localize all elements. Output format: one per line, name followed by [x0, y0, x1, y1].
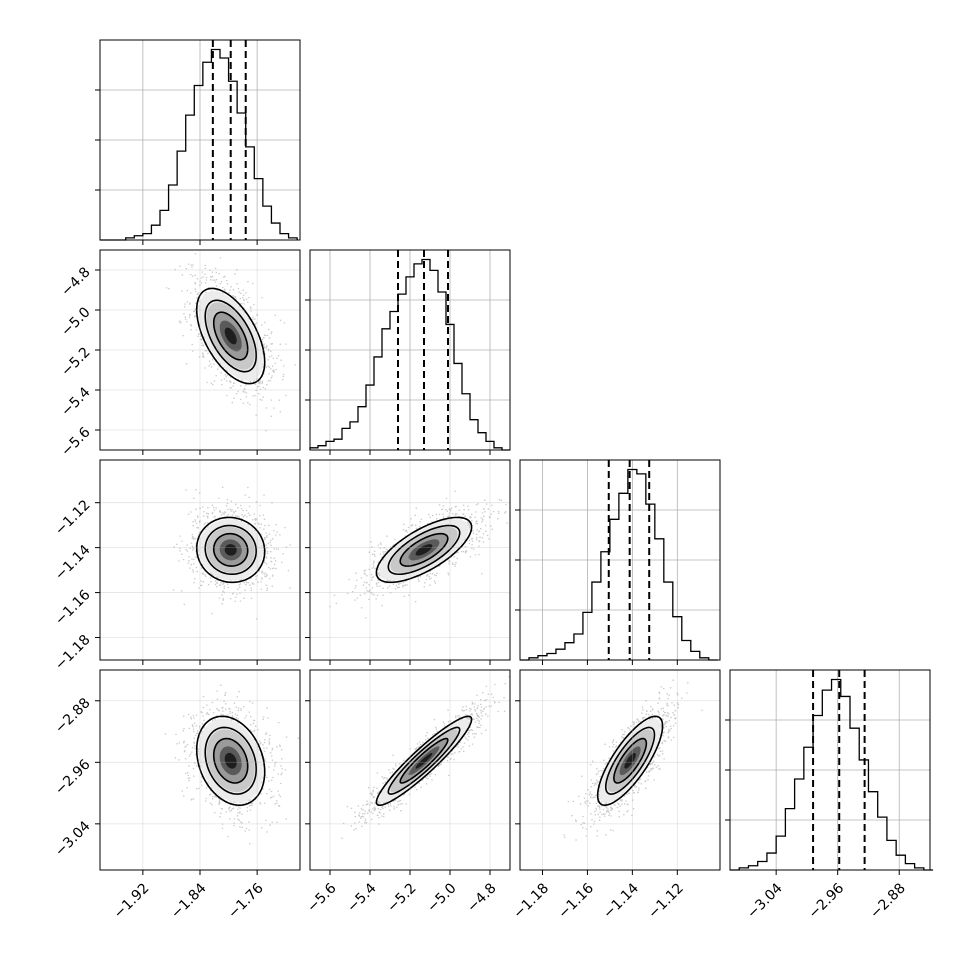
panel-content [310, 670, 510, 870]
panel-content [520, 670, 720, 870]
panel-frame [729, 669, 931, 871]
density-fill [415, 544, 433, 556]
joint-panel-0-2 [95, 459, 301, 665]
marginal-panel-0 [95, 39, 301, 245]
y-tick-label: −1.14 [52, 542, 94, 584]
y-tick-label: −4.8 [58, 264, 93, 299]
x-tick-label: −3.04 [744, 880, 786, 922]
corner-panels: −1.92 −1.84 −1.76 −5.6 −5.4 −5.2 −5.0 −4.8 −1.18… [52, 39, 934, 922]
y-tick-label: −1.18 [52, 632, 94, 674]
density-fill [224, 752, 237, 769]
x-tick-label: −5.2 [384, 880, 419, 915]
contour-line [387, 726, 461, 795]
x-tick-label: −1.16 [555, 880, 597, 922]
contour-line [212, 532, 249, 567]
joint-panel-0-1 [95, 249, 301, 455]
joint-panel-2-3 [515, 669, 721, 875]
density-fill [415, 752, 433, 769]
contour-line [604, 726, 656, 795]
panel-content [310, 460, 510, 660]
contour-line [195, 287, 266, 385]
contour-line [399, 532, 449, 567]
y-tick-label: −1.12 [52, 497, 94, 539]
contour-line [613, 737, 648, 784]
y-tick-label: −5.2 [58, 344, 93, 379]
panel-frame [519, 459, 721, 661]
x-tick-label: −5.6 [304, 880, 339, 915]
contour-line [387, 524, 461, 576]
panel-content [100, 460, 300, 660]
panel-content [100, 250, 300, 450]
x-tick-label: −5.0 [424, 880, 459, 915]
marginal-panel-2 [515, 459, 721, 665]
contour-line [212, 737, 249, 784]
x-tick-label: −1.84 [168, 880, 210, 922]
y-tick-label: −5.4 [58, 384, 93, 419]
joint-panel-1-3 [305, 669, 511, 875]
contour-line [204, 726, 258, 795]
density-fill [224, 544, 237, 556]
x-tick-label: −1.14 [600, 880, 642, 922]
panel-background [100, 460, 300, 660]
y-tick-label: −5.0 [58, 304, 93, 339]
joint-panel-0-3 [95, 669, 301, 875]
x-tick-label: −1.18 [510, 880, 552, 922]
contour-line [195, 516, 266, 584]
histogram-step [730, 678, 934, 871]
contour-line [596, 715, 664, 807]
marginal-panel-3 [725, 669, 934, 875]
x-tick-label: −2.88 [867, 880, 909, 922]
contour-line [212, 311, 249, 361]
y-tick-label: −2.88 [52, 695, 94, 737]
contour-line [195, 715, 266, 807]
joint-panel-1-2 [305, 459, 511, 665]
x-tick-label: −2.96 [806, 880, 848, 922]
contour-line [375, 516, 473, 584]
contour-line [375, 715, 473, 807]
histogram-step [520, 468, 718, 661]
density-fill [624, 752, 636, 769]
y-tick-label: −3.04 [52, 818, 94, 860]
contour-line [204, 299, 258, 373]
x-tick-label: −4.8 [464, 880, 499, 915]
y-tick-label: −5.6 [58, 424, 93, 459]
panel-frame [519, 669, 721, 871]
contour-line [204, 524, 258, 576]
histogram-step [100, 48, 298, 241]
histogram-step [309, 258, 510, 451]
x-tick-label: −1.12 [645, 880, 687, 922]
panel-content [100, 670, 300, 870]
x-tick-label: −1.76 [225, 880, 267, 922]
panel-background [100, 250, 300, 450]
marginal-panel-1 [305, 249, 511, 455]
x-tick-label: −5.4 [344, 880, 379, 915]
density-fill [224, 327, 237, 345]
contour-line [399, 737, 449, 784]
y-tick-label: −1.16 [52, 587, 94, 629]
y-tick-label: −2.96 [52, 757, 94, 799]
x-tick-label: −1.92 [111, 880, 153, 922]
